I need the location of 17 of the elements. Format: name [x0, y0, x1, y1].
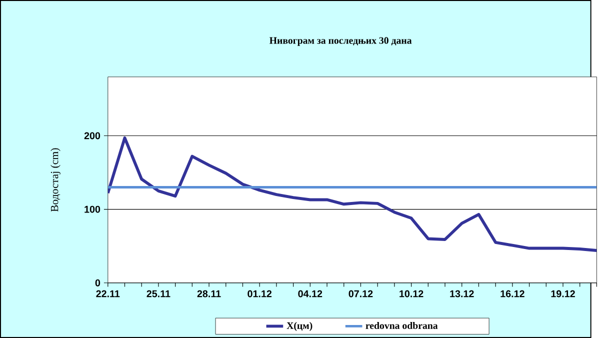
x-tick-label: 25.11 — [146, 290, 170, 298]
x-tick-label: 28.11 — [197, 290, 221, 298]
x-tick-label: 10.12 — [400, 290, 424, 298]
x-tick-label: 07.12 — [348, 290, 373, 298]
y-axis-title: Водостај (cm) — [50, 148, 60, 212]
y-tick-label: 200 — [84, 132, 100, 140]
legend-label: redovna odbrana — [366, 322, 438, 329]
x-tick-label: 01.12 — [248, 290, 272, 298]
x-tick-label: 22.11 — [96, 290, 120, 298]
chart-title: Нивограм за последњих 30 дана — [270, 37, 412, 46]
x-tick-label: 16.12 — [500, 290, 524, 298]
y-tick-label: 100 — [84, 206, 100, 213]
x-tick-label: 13.12 — [450, 290, 474, 298]
y-tick-label: 0 — [95, 279, 100, 286]
legend-label: X(цм) — [286, 322, 312, 331]
x-tick-label: 19.12 — [551, 290, 575, 298]
x-tick-label: 04.12 — [298, 290, 322, 298]
